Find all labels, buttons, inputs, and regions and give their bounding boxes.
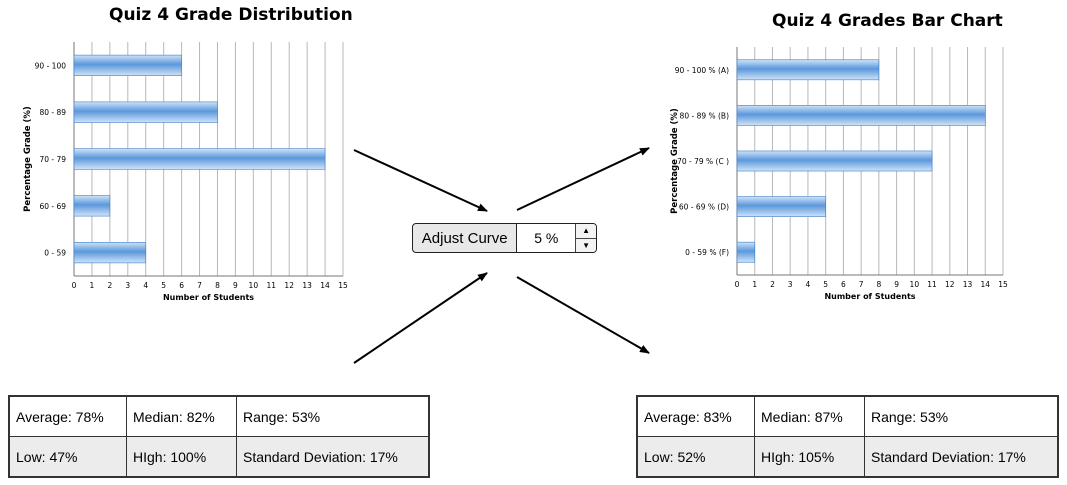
y-category-label: 80 - 89 % (B) [680, 111, 730, 120]
x-tick-label: 14 [980, 280, 990, 289]
x-tick-label: 2 [107, 281, 112, 290]
x-axis-label: Number of Students [163, 293, 254, 302]
x-tick-label: 10 [249, 281, 259, 290]
stepper-down-icon[interactable]: ▼ [582, 240, 591, 250]
x-tick-label: 12 [945, 280, 955, 289]
bar [736, 150, 933, 172]
stat-high: HIgh: 105% [754, 436, 865, 478]
y-category-label: 0 - 59 [44, 249, 66, 258]
bar [736, 59, 880, 81]
stat-std-dev: Standard Deviation: 17% [864, 436, 1059, 478]
bar [73, 195, 111, 217]
left-chart-title: Quiz 4 Grade Distribution [109, 5, 353, 25]
y-category-label: 80 - 89 [39, 108, 66, 117]
y-axis-label: Percentage Grade (%) [670, 108, 680, 214]
x-tick-label: 14 [320, 281, 330, 290]
curve-stepper: ▲ ▼ [575, 224, 596, 252]
y-category-label: 0 - 59 % (F) [685, 248, 729, 257]
x-tick-label: 7 [859, 280, 864, 289]
bar [73, 148, 326, 170]
stat-average: Average: 83% [636, 395, 755, 437]
bar [736, 105, 986, 126]
curve-percent-input[interactable]: 5 % [517, 224, 576, 252]
stat-median: Median: 87% [754, 395, 865, 437]
x-tick-label: 6 [841, 280, 846, 289]
x-tick-label: 12 [284, 281, 294, 290]
arrow-widget-to-right-chart [516, 147, 650, 211]
arrow-left-chart-to-widget [353, 149, 488, 212]
x-tick-label: 10 [910, 280, 920, 289]
x-tick-label: 13 [963, 280, 973, 289]
x-tick-label: 15 [338, 281, 348, 290]
x-tick-label: 7 [197, 281, 202, 290]
y-category-label: 70 - 79 [39, 155, 66, 164]
stat-average: Average: 78% [8, 395, 127, 437]
x-tick-label: 0 [735, 280, 740, 289]
stat-low: Low: 52% [636, 436, 755, 478]
right-chart-title: Quiz 4 Grades Bar Chart [772, 11, 1003, 31]
y-axis-label: Percentage Grade (%) [23, 106, 33, 212]
stat-range: Range: 53% [864, 395, 1059, 437]
x-tick-label: 1 [90, 281, 95, 290]
y-category-label: 90 - 100 % (A) [675, 66, 729, 75]
x-tick-label: 3 [788, 280, 793, 289]
x-tick-label: 3 [125, 281, 130, 290]
bar [73, 54, 182, 76]
x-tick-label: 15 [998, 280, 1008, 289]
x-tick-label: 13 [302, 281, 312, 290]
stat-std-dev: Standard Deviation: 17% [236, 436, 430, 478]
bar [73, 242, 147, 264]
stat-high: HIgh: 100% [126, 436, 237, 478]
arrow-left-table-to-widget [353, 272, 488, 364]
y-category-label: 60 - 69 % (D) [679, 203, 729, 212]
bar [736, 241, 756, 263]
stat-range: Range: 53% [236, 395, 430, 437]
x-tick-label: 11 [927, 280, 937, 289]
x-tick-label: 5 [161, 281, 166, 290]
x-tick-label: 0 [72, 281, 77, 290]
adjust-curve-control: Adjust Curve 5 % ▲ ▼ [412, 223, 597, 253]
x-tick-label: 8 [215, 281, 220, 290]
x-tick-label: 1 [752, 280, 757, 289]
bar [73, 101, 218, 123]
x-tick-label: 5 [823, 280, 828, 289]
x-tick-label: 2 [770, 280, 775, 289]
arrow-widget-to-right-table [516, 276, 650, 354]
x-tick-label: 4 [806, 280, 811, 289]
x-tick-label: 6 [179, 281, 184, 290]
x-tick-label: 4 [143, 281, 148, 290]
stat-median: Median: 82% [126, 395, 237, 437]
x-tick-label: 11 [266, 281, 276, 290]
stat-low: Low: 47% [8, 436, 127, 478]
adjust-curve-button[interactable]: Adjust Curve [413, 224, 518, 252]
bar [736, 196, 826, 217]
y-category-label: 70 - 79 % (C ) [677, 157, 729, 166]
x-axis-label: Number of Students [824, 292, 915, 301]
y-category-label: 90 - 100 [35, 61, 67, 70]
left-stats-table: Average: 78% Median: 82% Range: 53% Low:… [8, 395, 430, 478]
right-stats-table: Average: 83% Median: 87% Range: 53% Low:… [636, 395, 1059, 478]
stepper-up-icon[interactable]: ▲ [576, 224, 596, 239]
x-tick-label: 8 [876, 280, 881, 289]
x-tick-label: 9 [233, 281, 238, 290]
x-tick-label: 9 [894, 280, 899, 289]
y-category-label: 60 - 69 [39, 202, 66, 211]
